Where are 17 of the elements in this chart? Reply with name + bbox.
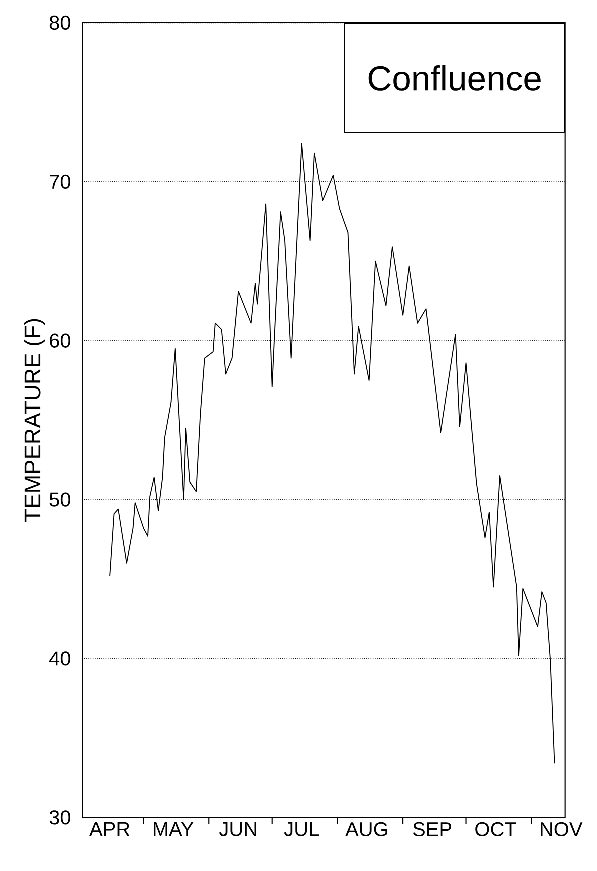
x-tick-label: MAY xyxy=(154,822,194,836)
x-tick-label: APR xyxy=(90,822,130,836)
y-axis-title: TEMPERATURE (F) xyxy=(24,319,46,522)
x-tick-label: SEP xyxy=(413,822,452,837)
y-tick-label: 30 xyxy=(50,810,70,825)
line-series xyxy=(110,143,556,764)
x-tick-label: OCT xyxy=(476,822,516,837)
y-tick-label: 60 xyxy=(50,334,70,348)
y-tick-label: 70 xyxy=(50,174,70,190)
y-tick-label: 50 xyxy=(50,492,70,507)
x-tick-label: JUL xyxy=(284,822,319,836)
text: Confluence xyxy=(368,65,541,91)
x-tick-label: JUN xyxy=(220,822,256,836)
y-tick-label: 80 xyxy=(50,16,70,30)
x-tick-label: AUG xyxy=(346,822,388,837)
x-tick-label: NOV xyxy=(541,822,583,837)
y-tick-label: 40 xyxy=(50,652,70,666)
